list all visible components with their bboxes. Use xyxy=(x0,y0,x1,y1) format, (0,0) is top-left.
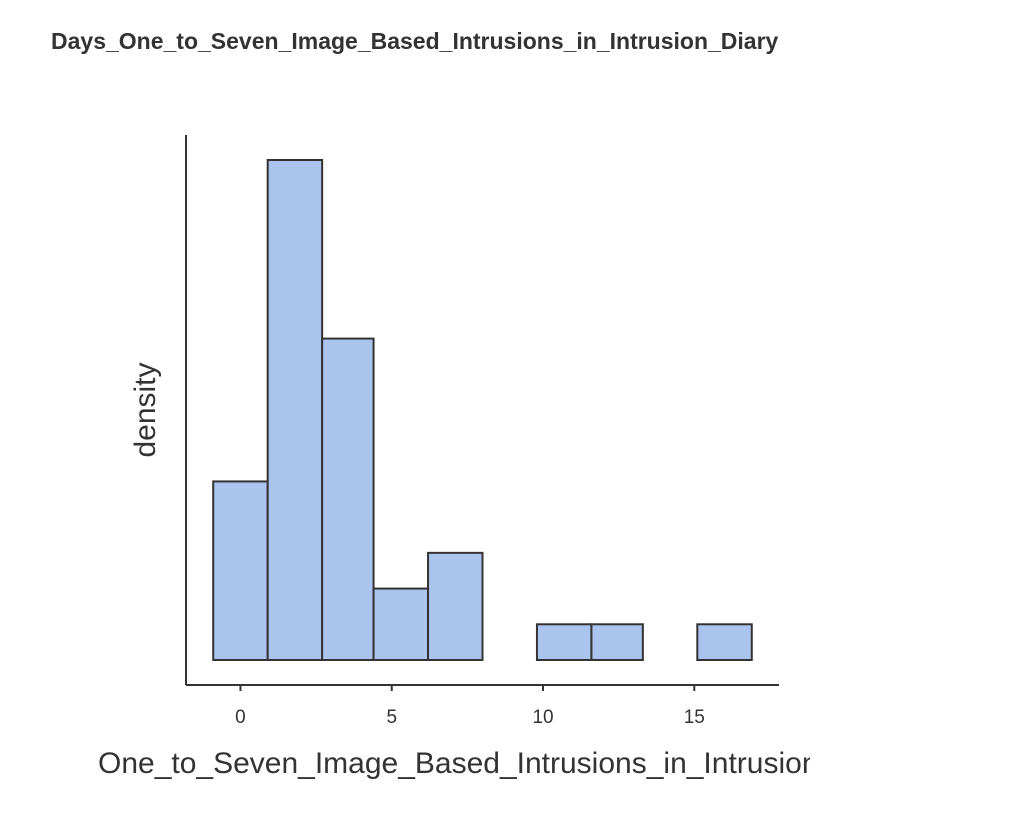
histogram-bar xyxy=(322,339,373,660)
histogram-bar xyxy=(591,624,642,660)
histogram-bar xyxy=(697,624,751,660)
x-tick-label: 5 xyxy=(386,707,397,728)
x-axis-ticks: 0 5 10 15 xyxy=(235,685,705,728)
histogram-bar xyxy=(428,553,482,660)
histogram-bar xyxy=(537,624,591,660)
histogram-bar xyxy=(268,160,322,660)
x-tick-label: 15 xyxy=(684,707,705,728)
histogram-bar xyxy=(213,481,267,660)
histogram-bars xyxy=(213,160,752,660)
histogram-bar xyxy=(374,589,428,660)
y-axis-title: density xyxy=(129,362,162,457)
x-axis-title: One_to_Seven_Image_Based_Intrusions_in_I… xyxy=(98,747,905,780)
x-tick-label: 0 xyxy=(235,707,246,728)
x-tick-label: 10 xyxy=(532,707,553,728)
